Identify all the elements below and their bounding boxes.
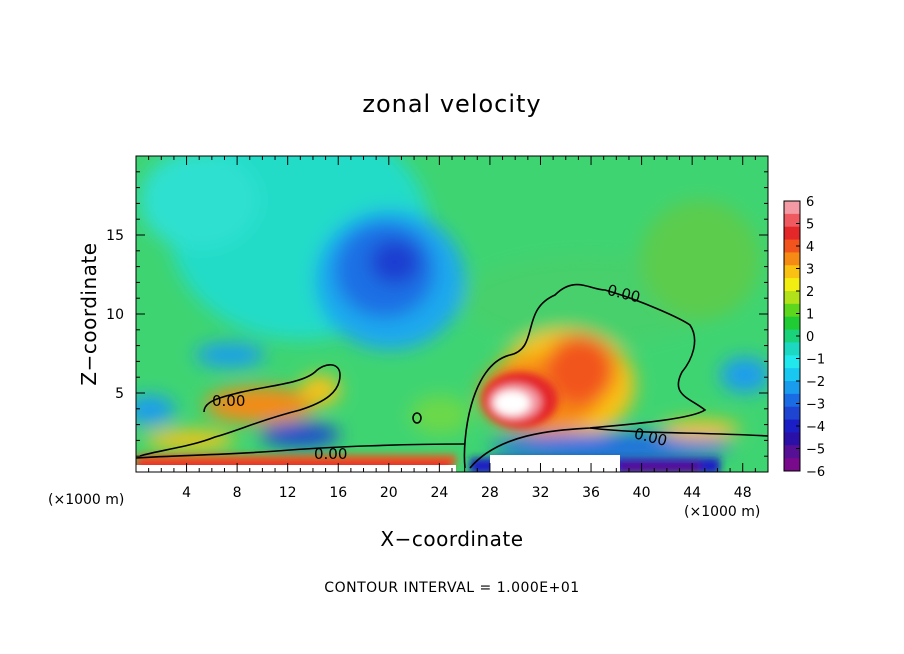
colorbar-swatch (784, 201, 800, 215)
contour-line-tail (589, 427, 769, 437)
colorbar-swatch (784, 432, 800, 446)
colorbar-swatch (784, 239, 800, 253)
colorbar-swatch (784, 329, 800, 343)
colorbar-swatch (784, 226, 800, 241)
colorbar-tick-label: −4 (806, 420, 825, 435)
colorbar-swatch (784, 381, 800, 395)
colorbar-tick-label: 4 (806, 240, 814, 255)
colorbar-tick-label: 0 (806, 330, 814, 345)
x-ticks: 4 8 12 16 20 24 28 32 36 40 44 48 (148, 156, 756, 501)
colorbar-swatch (784, 213, 800, 228)
x-tick-label: 20 (380, 485, 398, 501)
x-tick-label: 4 (182, 485, 191, 501)
x-tick-label: 44 (683, 485, 701, 501)
colorbar-swatch (784, 342, 800, 356)
x-tick-label: 12 (279, 485, 297, 501)
contour-line-lower (135, 443, 466, 459)
colorbar-swatch (784, 355, 800, 369)
colorbar-tick-label: −2 (806, 375, 825, 390)
colorbar-swatch (784, 265, 800, 279)
contour-label-2: 0.00 (314, 445, 347, 463)
x-axis-title: X−coordinate (380, 527, 523, 551)
x-tick-label: 32 (532, 485, 550, 501)
colorbar-tick-label: −1 (806, 353, 825, 368)
colorbar-tick-label: −6 (806, 465, 825, 480)
colorbar-tick-label: 1 (806, 308, 814, 323)
colorbar-swatch (784, 303, 800, 318)
y-ticks: 5 10 15 (106, 171, 768, 457)
x-tick-label: 28 (481, 485, 499, 501)
terrain-right (490, 455, 620, 472)
colorbar: 6 5 4 3 2 1 0 −1 −2 −3 −4 −5 −6 (783, 195, 825, 480)
x-tick-label: 8 (233, 485, 242, 501)
x-tick-label: 16 (329, 485, 347, 501)
x-tick-label: 40 (633, 485, 651, 501)
x-tick-label: 24 (430, 485, 448, 501)
colorbar-swatch (784, 316, 800, 331)
contour-line-right (463, 283, 707, 469)
colorbar-tick-label: −3 (806, 398, 825, 413)
x-unit-left: (×1000 m) (48, 492, 124, 508)
colorbar-swatch (784, 252, 800, 266)
heatmap-field (136, 156, 768, 472)
colorbar-tick-label: 3 (806, 263, 814, 278)
x-tick-label: 36 (582, 485, 600, 501)
x-unit-right: (×1000 m) (684, 504, 760, 520)
field-blobs (136, 156, 768, 461)
colorbar-swatch (784, 406, 800, 421)
zero-contours (135, 283, 769, 469)
terrain-left (136, 465, 456, 472)
colorbar-swatch (784, 368, 800, 382)
y-tick-label: 5 (115, 386, 124, 402)
chart-title: zonal velocity (362, 90, 541, 118)
colorbar-tick-label: −5 (806, 443, 825, 458)
contour-loop (412, 412, 422, 424)
colorbar-swatch (784, 445, 800, 459)
y-tick-label: 15 (106, 228, 124, 244)
colorbar-swatch (784, 278, 800, 292)
colorbar-tick-label: 2 (806, 285, 814, 300)
colorbar-swatch (784, 291, 800, 305)
colorbar-swatch (784, 458, 800, 472)
colorbar-swatch (784, 419, 800, 433)
colorbar-tick-label: 5 (806, 218, 814, 233)
contour-label-1: 0.00 (212, 392, 245, 410)
contour-line-upper (139, 364, 341, 457)
colorbar-swatch (784, 393, 800, 408)
y-tick-label: 10 (106, 307, 124, 323)
contour-interval-note: CONTOUR INTERVAL = 1.000E+01 (324, 580, 579, 596)
y-axis-title: Z−coordinate (77, 242, 101, 385)
colorbar-tick-label: 6 (806, 195, 814, 210)
x-tick-label: 48 (734, 485, 752, 501)
